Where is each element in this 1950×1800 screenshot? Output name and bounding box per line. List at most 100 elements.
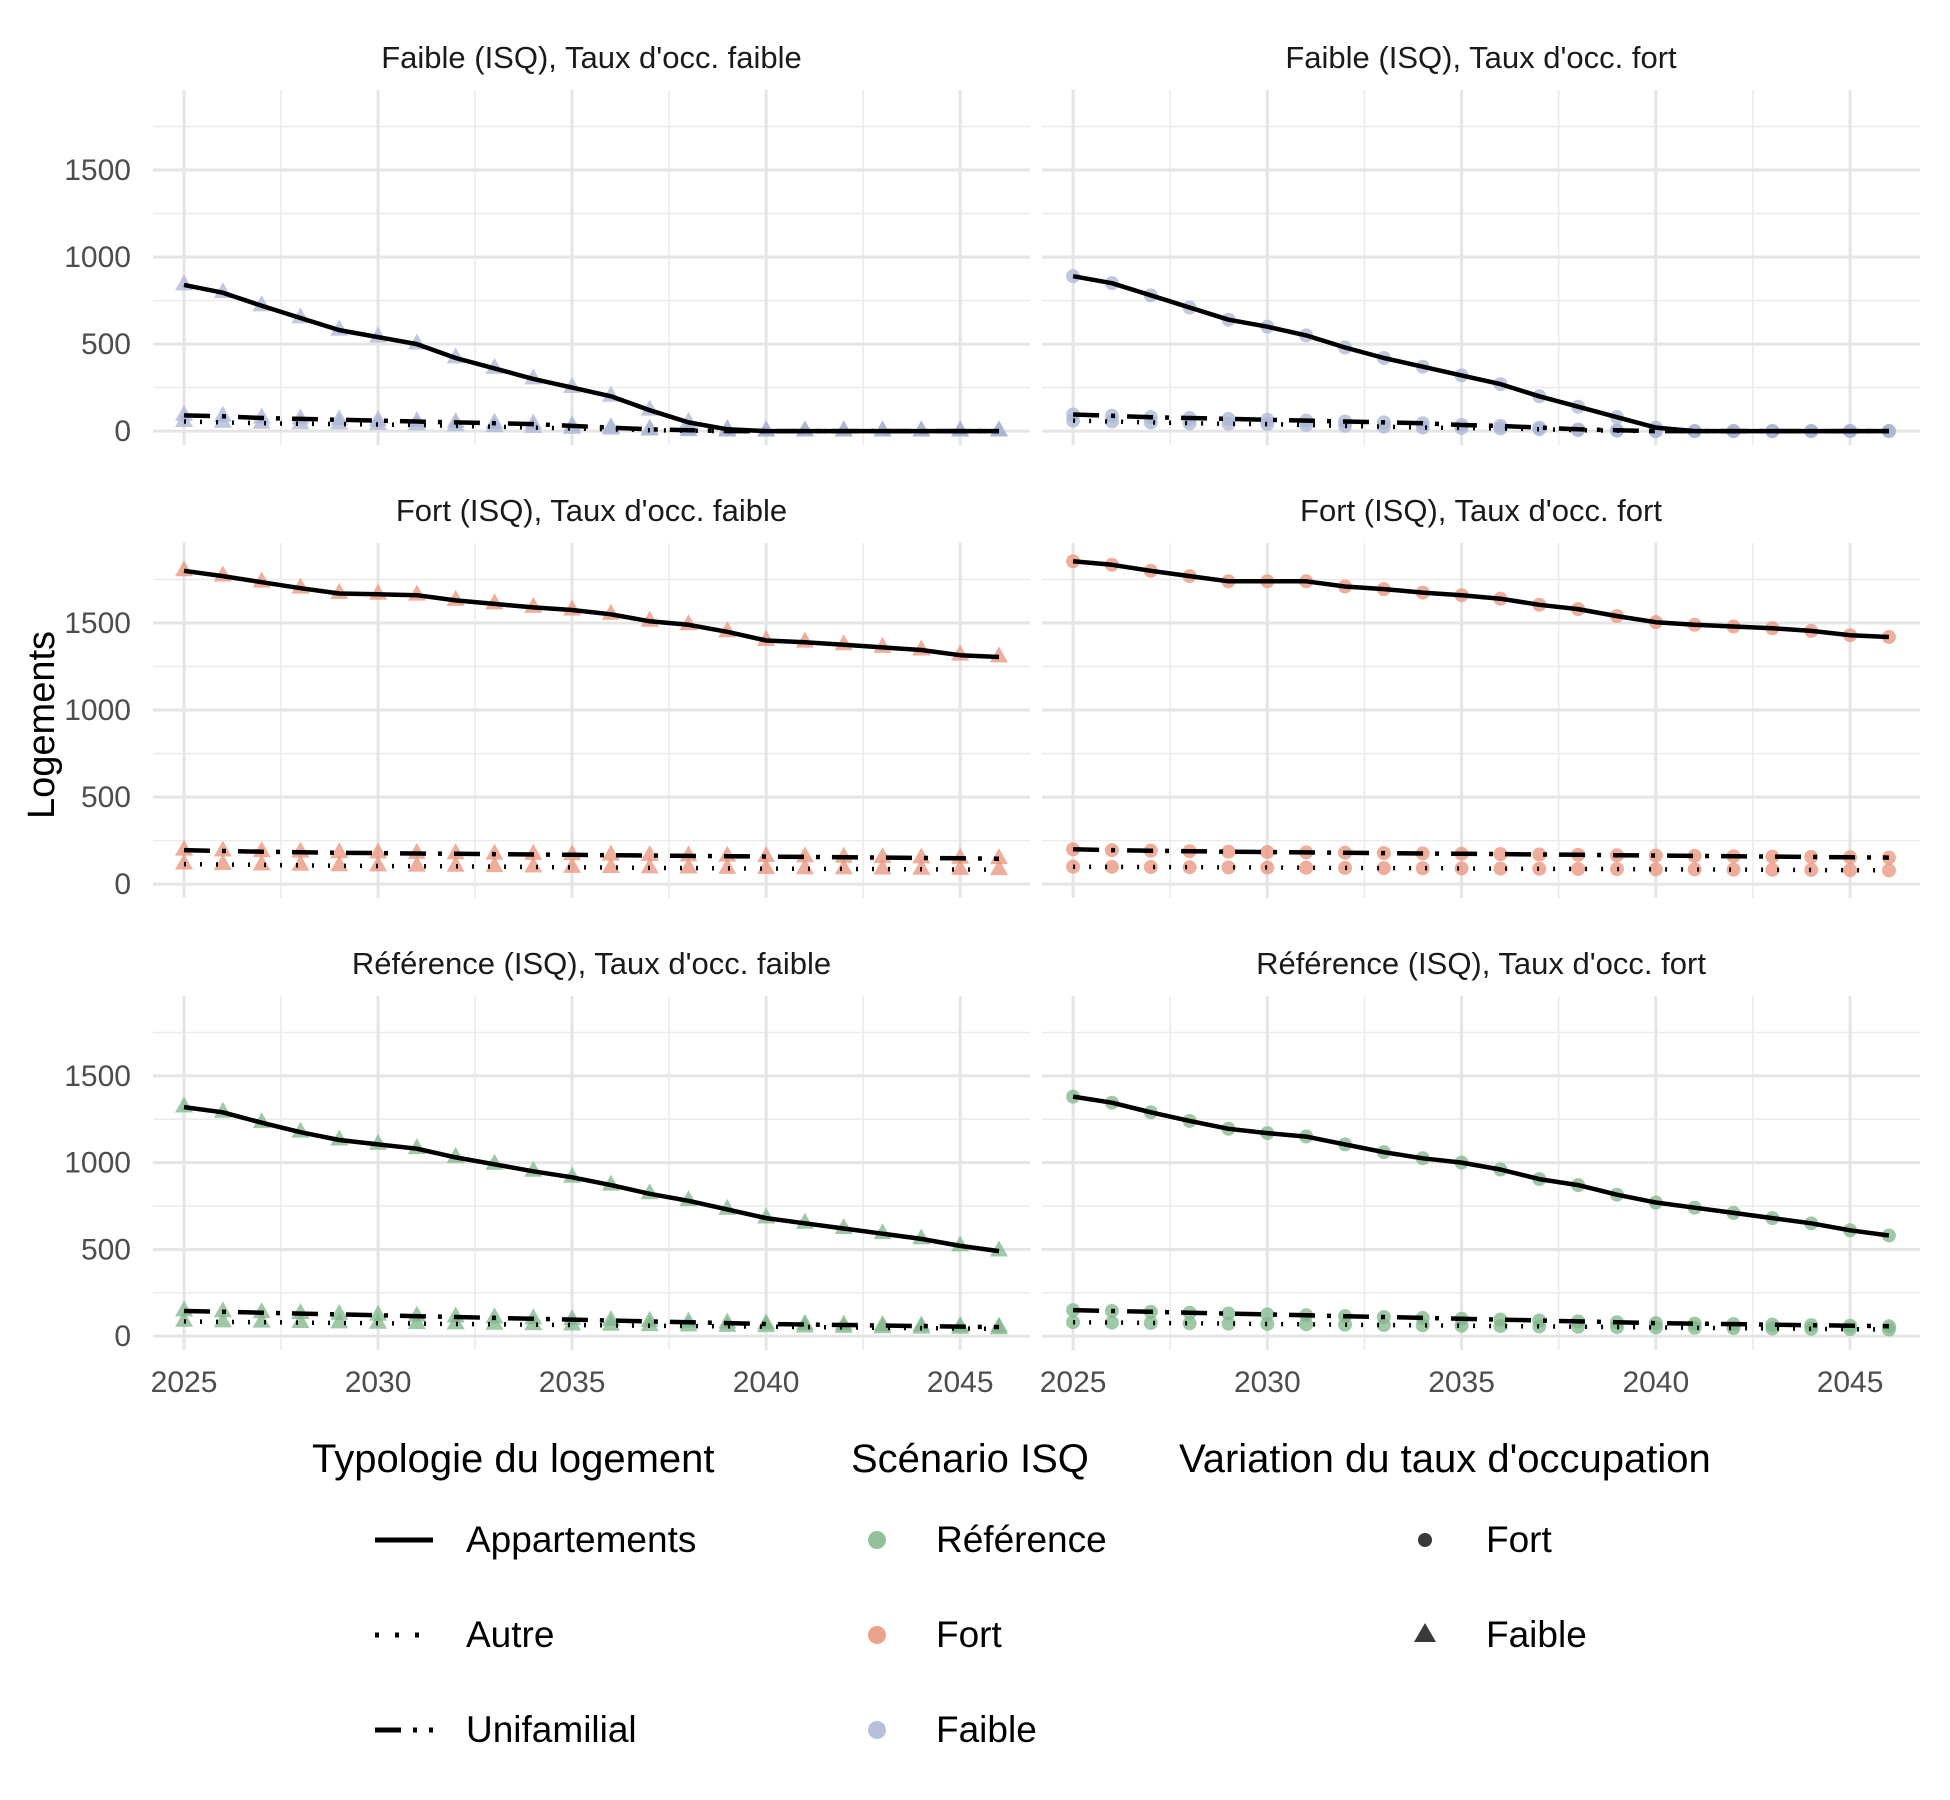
data-point [1260,860,1275,875]
x-tick-label: 2040 [733,1366,800,1399]
panel-title: Fort (ISQ), Taux d'occ. fort [1300,493,1662,528]
data-point [1260,1307,1275,1322]
y-tick-label: 1500 [64,607,131,640]
data-point [1804,1318,1819,1333]
data-point [485,1307,504,1324]
data-point [1221,860,1236,875]
data-point [757,1313,776,1330]
data-point [873,858,892,875]
data-point [175,1310,194,1327]
legend-key-shape [1414,1623,1436,1642]
x-tick-label: 2040 [1622,1366,1689,1399]
data-point [1881,1319,1896,1334]
series-line [1072,273,1889,434]
data-point [1532,1313,1547,1328]
data-point [1493,1312,1508,1327]
data-point [1221,844,1236,859]
data-point [989,848,1008,865]
data-point [1066,1315,1081,1330]
data-point [1881,850,1896,865]
data-point [1066,269,1081,284]
x-tick-label: 2035 [1428,1366,1495,1399]
data-point [679,845,698,862]
data-point [601,844,620,861]
legend-label-variation: Fort [1486,1519,1553,1560]
data-point [175,1300,194,1317]
data-point [175,404,194,421]
data-point [1532,861,1547,876]
data-point [563,856,582,873]
data-point [330,409,349,426]
data-point [446,411,465,428]
panel-title: Faible (ISQ), Taux d'occ. faible [381,40,802,75]
data-point [795,1313,814,1330]
data-point [407,842,426,859]
data-point [1066,1089,1081,1104]
data-point [446,855,465,872]
legend-label-scenario: Fort [936,1614,1003,1655]
data-point [1066,407,1081,422]
y-tick-label: 500 [81,1233,131,1266]
panels: Faible (ISQ), Taux d'occ. faible 0 500 1000… [64,40,1920,1399]
data-point [369,583,388,600]
y-tick-label: 500 [81,781,131,814]
x-tick-label: 2025 [1040,1366,1107,1399]
panel-title: Faible (ISQ), Taux d'occ. fort [1285,40,1677,75]
series-line [183,568,1000,660]
panel-title: Fort (ISQ), Taux d'occ. faible [396,493,787,528]
data-point [369,410,388,427]
data-point [718,1312,737,1329]
data-point [407,1305,426,1322]
data-point [1454,861,1469,876]
x-tick-label: 2035 [539,1366,606,1399]
data-point [213,854,232,871]
data-point [873,847,892,864]
legend-label-typologie: Appartements [466,1519,696,1560]
data-point [912,847,931,864]
data-point [524,413,543,430]
data-point [1571,861,1586,876]
data-point [1066,842,1081,857]
y-tick-label: 0 [114,415,131,448]
data-point [1765,849,1780,864]
data-point [485,856,504,873]
data-point [834,1314,853,1331]
data-point [369,1304,388,1321]
data-point [524,1308,543,1325]
data-point [834,846,853,863]
data-point [1493,418,1508,433]
y-tick-label: 1000 [64,1147,131,1180]
x-tick-label: 2030 [1234,1366,1301,1399]
data-point [291,1312,310,1329]
data-point [524,843,543,860]
legend-label-typologie: Autre [466,1614,554,1655]
facet-panel: Référence (ISQ), Taux d'occ. fort 2025 203… [1040,946,1920,1399]
data-point [1648,862,1663,877]
y-tick-label: 500 [81,328,131,361]
x-tick-label: 2030 [345,1366,412,1399]
facet-panel: Faible (ISQ), Taux d'occ. faible 0 500 1000… [64,40,1030,448]
data-point [1726,862,1741,877]
data-point [679,1311,698,1328]
panel-title: Référence (ISQ), Taux d'occ. faible [352,946,831,981]
data-point [1182,1316,1197,1331]
legend-title-typologie: Typologie du logement [312,1437,715,1481]
data-point [369,855,388,872]
data-point [757,420,776,437]
data-point [757,846,776,863]
data-point [834,420,853,437]
series-line [183,282,999,434]
y-tick-label: 1500 [64,1060,131,1093]
legend-key-point [868,1626,886,1644]
data-point [330,855,349,872]
data-point [951,847,970,864]
data-point [1609,862,1624,877]
data-point [1299,860,1314,875]
data-point [601,856,620,873]
legend-label-typologie: Unifamilial [466,1709,637,1750]
y-tick-label: 0 [114,868,131,901]
data-point [1066,859,1081,874]
data-point [252,1302,271,1319]
y-tick-label: 1000 [64,241,131,274]
